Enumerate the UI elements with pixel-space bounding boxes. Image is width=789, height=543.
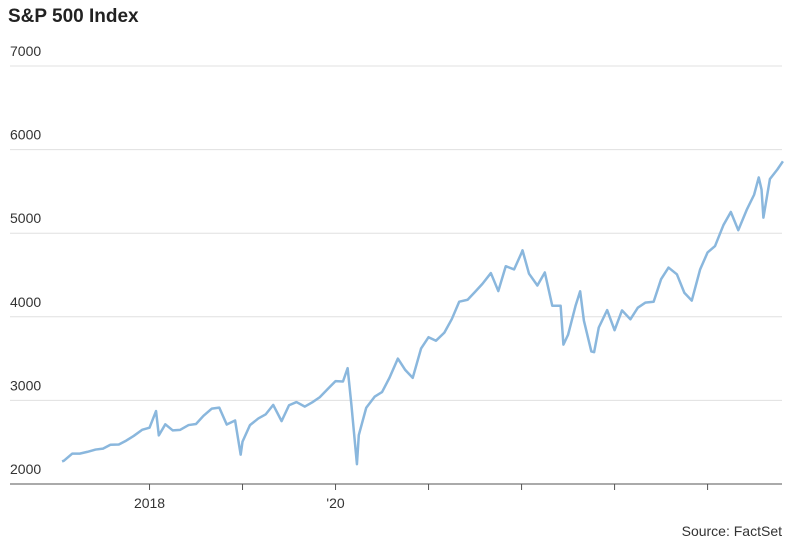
- source-note: Source: FactSet: [682, 523, 782, 539]
- y-tick-label: 5000: [10, 210, 41, 226]
- y-tick-label: 3000: [10, 377, 41, 393]
- x-tick-label: '20: [326, 495, 344, 511]
- price-line: [61, 160, 784, 466]
- y-tick-label: 6000: [10, 127, 41, 143]
- chart-title: S&P 500 Index: [8, 6, 139, 27]
- y-tick-label: 4000: [10, 294, 41, 310]
- y-tick-label: 7000: [10, 43, 41, 59]
- y-tick-label: 2000: [10, 461, 41, 477]
- x-tick-label: 2018: [134, 495, 165, 511]
